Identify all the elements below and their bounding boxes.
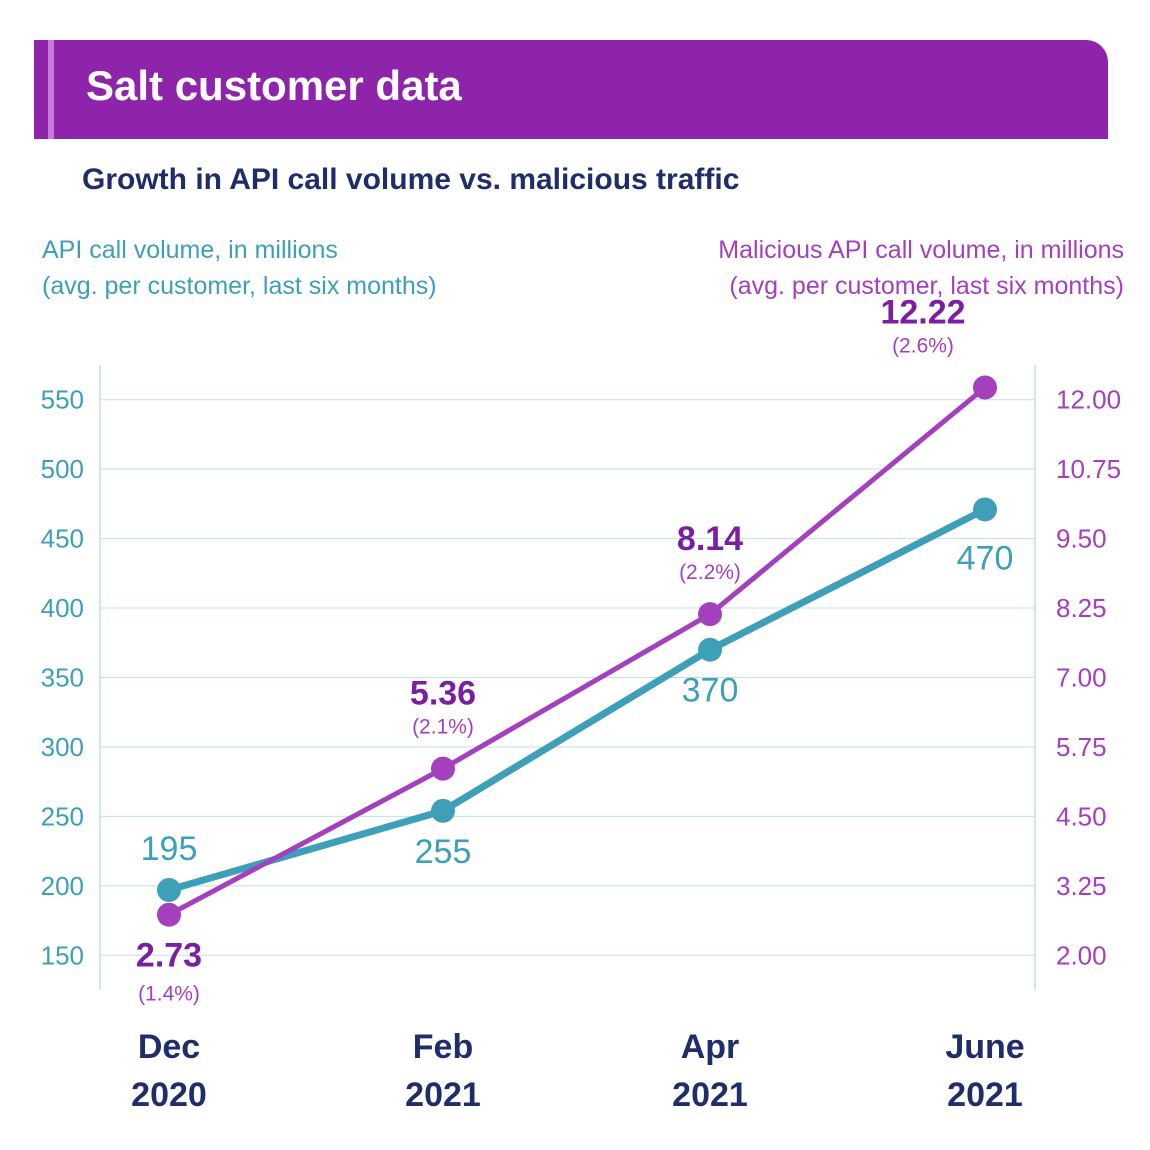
malicious-data-point <box>973 375 997 400</box>
right-tick-label: 10.75 <box>1056 454 1121 484</box>
right-tick-label: 7.00 <box>1056 663 1107 693</box>
right-axis-label-line2: (avg. per customer, last six months) <box>729 272 1124 300</box>
left-tick-label: 200 <box>41 871 84 901</box>
header-banner: Salt customer data <box>34 40 1108 139</box>
left-axis-label: API call volume, in millions (avg. per c… <box>42 232 437 304</box>
malicious-percent-label: (2.1%) <box>412 716 474 739</box>
right-tick-label: 5.75 <box>1056 732 1107 762</box>
api-value-label: 470 <box>957 539 1014 577</box>
left-axis-label-line1: API call volume, in millions <box>42 236 338 264</box>
left-axis-label-line2: (avg. per customer, last six months) <box>42 272 437 300</box>
malicious-series-line <box>166 385 988 918</box>
x-category-year: 2021 <box>672 1076 748 1114</box>
left-tick-label: 550 <box>41 385 84 415</box>
api-series-line <box>165 505 989 894</box>
x-category-year: 2020 <box>131 1076 207 1114</box>
right-axis-label-line1: Malicious API call volume, in millions <box>718 236 1124 264</box>
banner-accent-stripe <box>48 40 54 139</box>
left-tick-label: 400 <box>41 593 84 623</box>
malicious-percent-label: (2.6%) <box>892 335 954 358</box>
malicious-data-point <box>698 602 722 627</box>
right-tick-label: 4.50 <box>1056 801 1107 831</box>
x-category-label: June <box>945 1028 1024 1066</box>
right-axis-label: Malicious API call volume, in millions (… <box>718 232 1124 304</box>
malicious-data-point <box>431 756 455 781</box>
x-category-label: Apr <box>681 1028 740 1066</box>
right-tick-label: 3.25 <box>1056 871 1107 901</box>
api-value-label: 370 <box>682 672 739 710</box>
api-data-point <box>431 798 455 823</box>
x-category-label: Feb <box>413 1028 473 1066</box>
chart-subtitle: Growth in API call volume vs. malicious … <box>82 163 740 196</box>
malicious-value-label: 5.36 <box>410 675 476 713</box>
left-tick-label: 300 <box>41 732 84 762</box>
x-category-year: 2021 <box>405 1076 481 1114</box>
left-tick-label: 250 <box>41 801 84 831</box>
right-tick-label: 8.25 <box>1056 593 1107 623</box>
malicious-percent-label: (2.2%) <box>679 561 741 584</box>
right-tick-label: 9.50 <box>1056 524 1107 554</box>
api-value-label: 195 <box>141 830 198 868</box>
right-tick-label: 2.00 <box>1056 940 1107 970</box>
left-tick-label: 150 <box>41 940 84 970</box>
left-tick-label: 450 <box>41 524 84 554</box>
api-data-point <box>698 637 722 662</box>
api-value-label: 255 <box>415 833 472 871</box>
right-tick-label: 12.00 <box>1056 385 1121 415</box>
malicious-percent-label: (1.4%) <box>138 983 200 1006</box>
x-category-label: Dec <box>138 1028 200 1066</box>
api-data-point <box>157 878 181 902</box>
page-title: Salt customer data <box>86 62 462 109</box>
malicious-value-label: 8.14 <box>677 520 743 558</box>
api-data-point <box>973 497 997 522</box>
left-tick-label: 500 <box>41 454 84 484</box>
left-tick-label: 350 <box>41 663 84 693</box>
malicious-value-label: 2.73 <box>136 937 202 975</box>
malicious-value-label: 12.22 <box>880 294 965 332</box>
malicious-data-point <box>157 902 181 927</box>
x-category-year: 2021 <box>947 1076 1023 1114</box>
